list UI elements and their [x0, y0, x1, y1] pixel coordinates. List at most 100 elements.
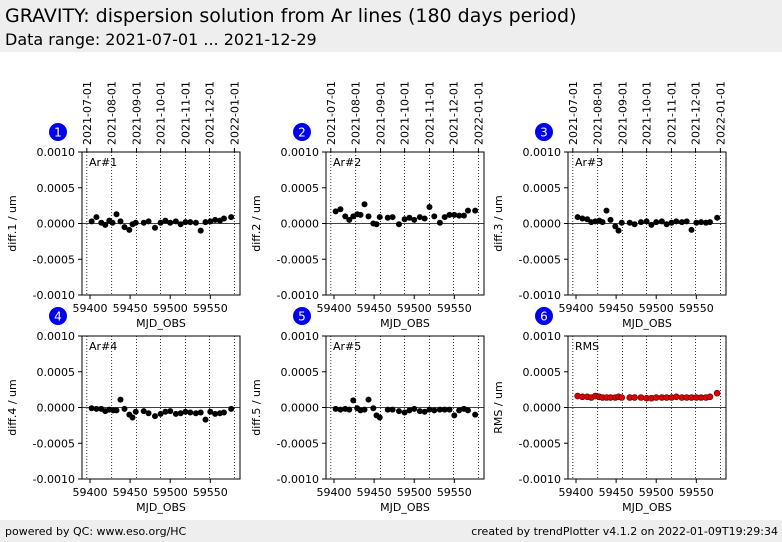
panel-label: RMS: [575, 340, 599, 353]
x-tick-label: 59450: [357, 486, 392, 499]
y-tick-label: 0.0010: [281, 330, 320, 343]
data-point: [421, 215, 428, 222]
panel-label: Ar#2: [333, 156, 361, 169]
data-point: [117, 218, 124, 225]
x-tick-label: 59550: [679, 302, 714, 315]
data-point: [637, 219, 644, 226]
data-point: [129, 414, 136, 421]
data-point: [637, 394, 645, 401]
panel-number-label: 6: [540, 310, 548, 324]
y-tick-label: 0.0010: [523, 146, 562, 159]
y-tick-label: -0.0010: [277, 289, 319, 302]
data-point: [162, 217, 169, 224]
y-axis-label: diff.1 / um: [6, 195, 19, 252]
x-axis-label: MJD_OBS: [136, 317, 186, 330]
data-point: [626, 219, 633, 226]
data-point: [451, 211, 458, 218]
y-tick-label: -0.0005: [519, 253, 561, 266]
data-point: [446, 211, 453, 218]
x-tick-label: 59450: [113, 486, 148, 499]
data-point: [714, 214, 721, 221]
date-tick-label: 2021-07-01: [325, 81, 338, 145]
data-point: [121, 224, 128, 231]
y-tick-label: 0.0010: [523, 330, 562, 343]
data-point: [688, 226, 695, 233]
data-point: [373, 221, 380, 228]
panel-number-label: 1: [54, 126, 62, 140]
data-point: [370, 405, 377, 412]
data-point: [350, 397, 357, 404]
y-tick-label: -0.0005: [33, 437, 75, 450]
y-tick-label: 0.0005: [281, 182, 320, 195]
date-tick-label: 2021-10-01: [641, 81, 654, 145]
date-tick-label: 2021-10-01: [399, 81, 412, 145]
data-point: [673, 218, 680, 225]
data-point: [460, 212, 467, 219]
x-axis-label: MJD_OBS: [380, 317, 430, 330]
data-point: [332, 208, 339, 215]
data-point: [406, 407, 413, 414]
data-point: [612, 223, 619, 230]
data-point: [451, 412, 458, 419]
panel-label: Ar#1: [89, 156, 117, 169]
date-tick-label: 2021-11-01: [423, 81, 436, 145]
footer-created-by: created by trendPlotter v4.1.2 on 2022-0…: [471, 525, 778, 538]
data-point: [607, 216, 614, 223]
data-point: [603, 207, 610, 214]
data-point: [113, 211, 120, 218]
panel-number-badge: [49, 123, 67, 141]
y-tick-label: -0.0005: [277, 253, 319, 266]
data-point: [376, 214, 383, 221]
date-tick-label: 2021-08-01: [350, 81, 363, 145]
panel-number-label: 4: [54, 310, 62, 324]
data-point: [713, 389, 721, 397]
data-point: [121, 405, 128, 412]
data-point: [401, 409, 408, 416]
data-point: [365, 213, 372, 220]
data-point: [197, 409, 204, 416]
y-axis-label: diff.2 / um: [250, 195, 263, 252]
data-point: [431, 407, 438, 414]
data-point: [357, 211, 364, 218]
data-point: [365, 396, 372, 403]
data-point: [132, 408, 139, 415]
data-point: [615, 227, 622, 234]
data-point: [426, 204, 433, 211]
panel-number-badge: [49, 307, 67, 325]
x-tick-label: 59450: [113, 302, 148, 315]
data-point: [631, 394, 638, 401]
x-tick-label: 59550: [437, 302, 472, 315]
data-point: [109, 219, 116, 226]
data-point: [672, 393, 680, 401]
x-tick-label: 59550: [193, 302, 228, 315]
y-tick-label: -0.0010: [519, 289, 561, 302]
date-tick-label: 2021-08-01: [106, 81, 119, 145]
x-tick-label: 59500: [153, 486, 188, 499]
data-point: [643, 218, 650, 225]
data-point: [337, 206, 344, 213]
data-point: [401, 216, 408, 223]
x-tick-label: 59450: [599, 302, 634, 315]
data-point: [88, 218, 95, 225]
date-tick-label: 2021-09-01: [131, 81, 144, 145]
date-tick-label: 2022-01-01: [228, 81, 241, 145]
date-tick-label: 2021-07-01: [81, 81, 94, 145]
date-tick-label: 2021-11-01: [665, 81, 678, 145]
data-point: [631, 221, 638, 228]
x-axis-label: MJD_OBS: [136, 501, 186, 514]
y-tick-label: -0.0005: [277, 437, 319, 450]
data-point: [132, 219, 139, 226]
y-tick-label: -0.0005: [33, 253, 75, 266]
page-subtitle: Data range: 2021-07-01 ... 2021-12-29: [5, 30, 317, 49]
x-tick-label: 59450: [599, 486, 634, 499]
data-point: [406, 214, 413, 221]
data-point: [207, 408, 214, 415]
y-tick-label: 0.0000: [37, 218, 76, 231]
data-point: [706, 393, 714, 401]
page-title: GRAVITY: dispersion solution from Ar lin…: [5, 5, 577, 27]
data-point: [446, 406, 453, 413]
x-tick-label: 59550: [679, 486, 714, 499]
data-point: [384, 214, 391, 221]
data-point: [182, 408, 189, 415]
data-point: [416, 214, 423, 221]
